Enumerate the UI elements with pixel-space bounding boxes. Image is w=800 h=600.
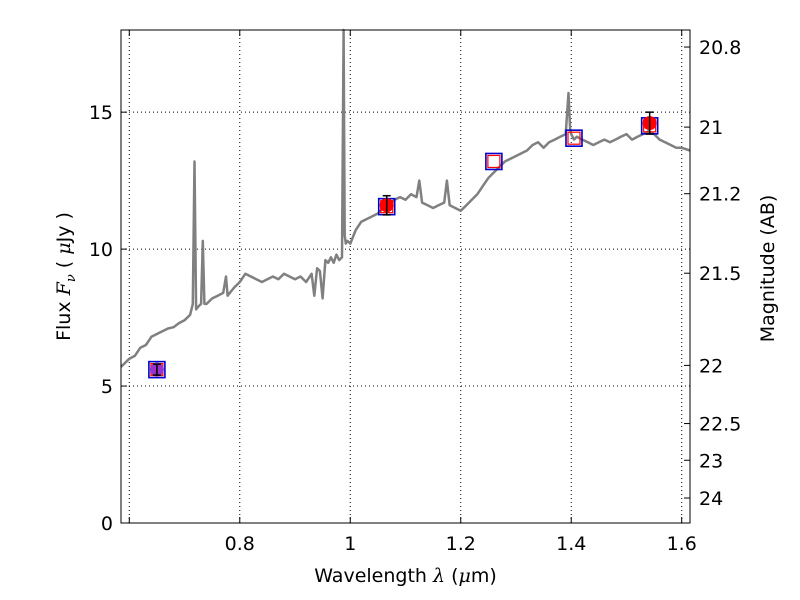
model-point-inner (487, 154, 501, 169)
spectrum (120, 28, 691, 368)
y-tick-label: 0 (101, 513, 113, 535)
magnitude-tick-label: 23 (699, 450, 723, 472)
magnitude-tick-label: 21 (699, 117, 723, 139)
magnitude-tick-label: 22.5 (699, 414, 741, 436)
magnitude-tick-label: 24 (699, 488, 723, 510)
x-tick-label: 1.4 (556, 533, 586, 555)
model-point-outer (485, 152, 503, 171)
model-point-inner (567, 131, 581, 145)
x-tick-label: 1.2 (446, 533, 476, 555)
plot-frame (120, 29, 691, 524)
y-tick-label: 5 (101, 376, 113, 398)
y-tick-label: 15 (89, 102, 113, 124)
photometry-points (148, 111, 659, 379)
spectrum-line (120, 28, 691, 368)
magnitude-tick-label: 22 (699, 355, 723, 377)
grid (121, 30, 690, 524)
x-tick-label: 0.8 (225, 533, 255, 555)
magnitude-tick-label: 20.8 (699, 37, 741, 59)
model-point-outer (565, 129, 583, 147)
magnitude-tick-label: 21.2 (699, 184, 741, 206)
x-axis-label: Wavelength λ (μm) (314, 565, 497, 587)
ticks: 0.8 1 1.2 1.4 1.6 0 5 10 15 20.8 21 21.2 21.5 22 22.5 2… (89, 30, 741, 555)
model-point-outer (148, 360, 166, 379)
x-tick-label: 1.6 (667, 533, 697, 555)
y-tick-label: 10 (89, 239, 113, 261)
magnitude-axis-label: Magnitude (AB) (757, 195, 779, 343)
magnitude-tick-label: 21.5 (699, 263, 741, 285)
x-tick-label: 1 (344, 533, 356, 555)
y-axis-label: Flux Fν ( μJy ) (53, 212, 79, 341)
